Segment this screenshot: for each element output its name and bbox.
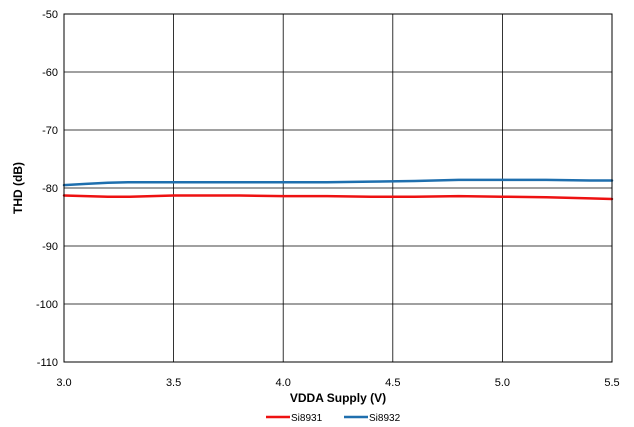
x-axis-title: VDDA Supply (V)	[290, 391, 386, 405]
y-tick-label: -60	[42, 67, 58, 79]
y-tick-label: -100	[36, 299, 58, 311]
y-axis-title: THD (dB)	[11, 162, 25, 214]
x-tick-label: 3.0	[56, 377, 71, 389]
series-lines	[62, 178, 614, 201]
y-tick-label: -70	[42, 125, 58, 137]
y-tick-label: -50	[42, 9, 58, 21]
y-tick-label: -80	[42, 183, 58, 195]
x-tick-label: 5.0	[495, 377, 510, 389]
y-tick-labels: -110 -100 -90 -80 -70 -60 -50	[36, 9, 58, 369]
y-tick-label: -110	[37, 357, 58, 369]
x-tick-labels: 3.0 3.5 4.0 4.5 5.0 5.5	[56, 377, 619, 389]
legend-label-si8931: Si8931	[291, 413, 323, 424]
legend: Si8931 Si8932	[266, 413, 401, 424]
y-tick-label: -90	[42, 241, 58, 253]
plot-area-border	[63, 13, 613, 363]
x-tick-label: 4.5	[385, 377, 400, 389]
x-tick-label: 5.5	[604, 377, 619, 389]
series-line-si8931	[62, 194, 614, 201]
legend-label-si8932: Si8932	[369, 413, 401, 424]
x-tick-label: 3.5	[166, 377, 181, 389]
x-tick-label: 4.0	[276, 377, 291, 389]
series-line-si8932	[62, 178, 614, 187]
